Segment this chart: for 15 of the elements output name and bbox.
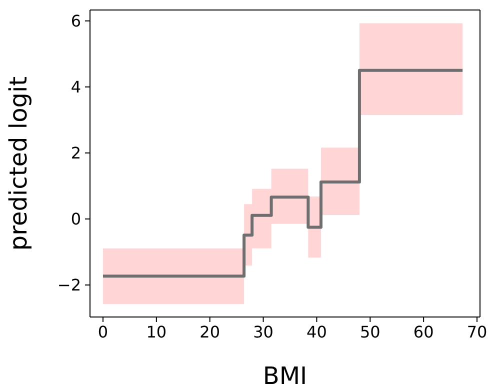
x-tick-label: 60 xyxy=(413,322,434,342)
y-tick-label: 2 xyxy=(70,144,81,163)
x-tick-label: 30 xyxy=(253,322,274,342)
y-tick-label: 4 xyxy=(70,78,81,97)
y-tick-label: 0 xyxy=(70,210,81,229)
x-tick-label: 10 xyxy=(146,322,167,342)
x-tick-label: 0 xyxy=(98,322,108,342)
y-axis-title: predicted logit xyxy=(4,76,33,251)
y-tick-label: −2 xyxy=(57,276,81,295)
x-tick-label: 50 xyxy=(360,322,380,342)
x-tick-label: 40 xyxy=(306,322,327,342)
x-tick-label: 20 xyxy=(200,322,220,342)
x-tick-label: 70 xyxy=(466,322,488,342)
x-axis-title: BMI xyxy=(262,362,308,390)
y-tick-label: 6 xyxy=(70,12,81,31)
